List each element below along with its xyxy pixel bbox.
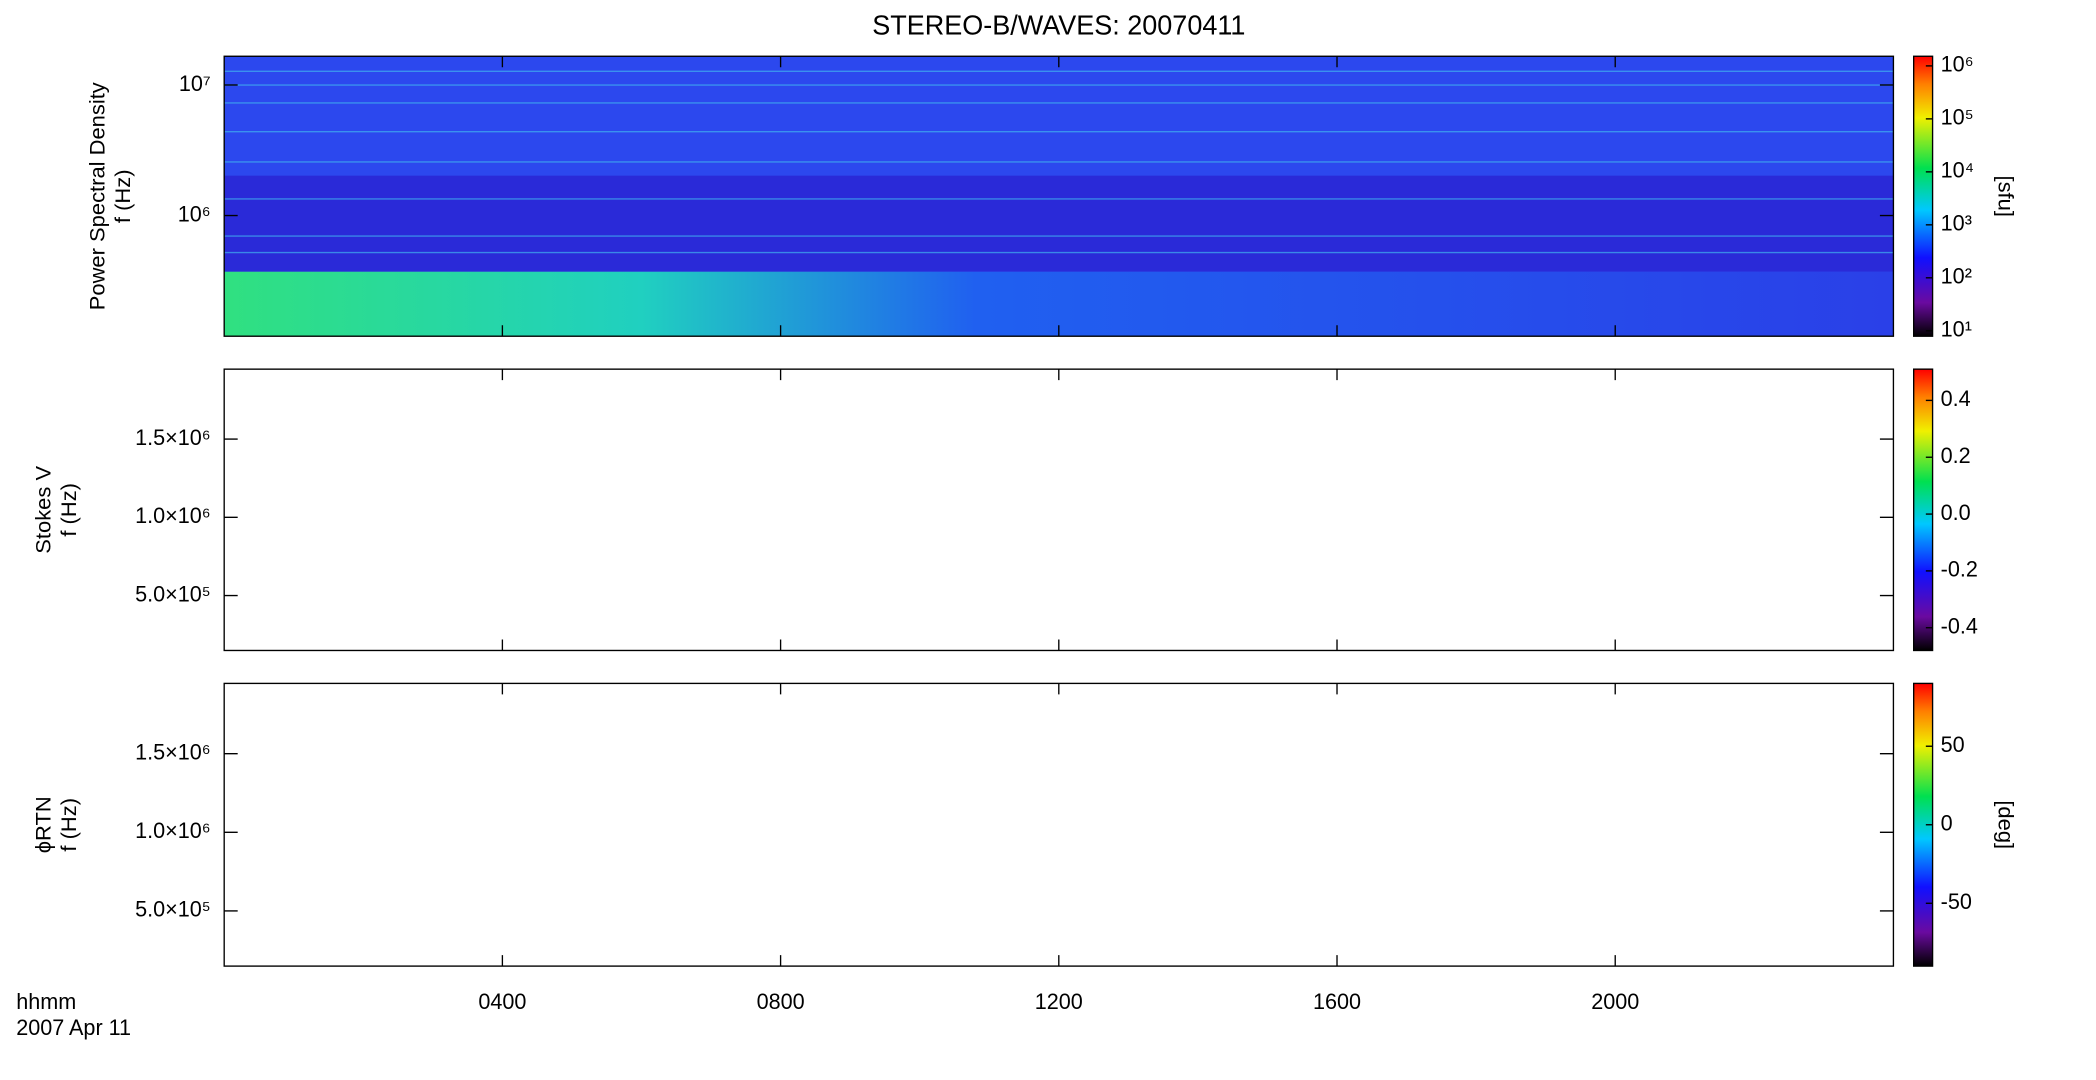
y-tick-label: 1.5×10⁶ [135, 739, 211, 764]
colorbar-tick-label: 50 [1941, 732, 1965, 757]
colorbar-tick-label: 0.0 [1941, 500, 1971, 525]
x-tick-label: 1600 [1313, 989, 1361, 1014]
colorbar-tick-label: 10¹ [1941, 316, 1972, 341]
x-axis-sublabel: 2007 Apr 11 [16, 1015, 131, 1040]
y-tick-label: 5.0×10⁵ [135, 581, 211, 606]
colorbar-tick-label: -50 [1941, 889, 1972, 914]
y-tick-label: 1.0×10⁶ [135, 503, 211, 528]
colorbar-tick-label: 10⁵ [1941, 105, 1974, 130]
colorbar [1913, 55, 1934, 337]
y-axis-label: ϕRTN [30, 796, 55, 853]
y-axis-label: f (Hz) [56, 483, 81, 537]
colorbar-tick-label: -0.4 [1941, 613, 1978, 638]
y-axis-label: Stokes V [30, 465, 55, 553]
y-tick-label: 10⁶ [178, 201, 211, 226]
colorbar [1913, 368, 1934, 652]
spectrogram [224, 56, 1894, 337]
colorbar-label: [sfu] [1994, 176, 2019, 217]
x-axis-label: hhmm [16, 989, 76, 1014]
colorbar-label: [deg] [1994, 800, 2019, 849]
colorbar-tick-label: 10² [1941, 263, 1972, 288]
chart-title: STEREO-B/WAVES: 20070411 [872, 9, 1245, 40]
y-tick-label: 10⁷ [179, 71, 211, 96]
y-axis-label: f (Hz) [110, 169, 135, 223]
x-tick-label: 0400 [478, 989, 526, 1014]
colorbar-tick-label: -0.2 [1941, 557, 1978, 582]
plot-frame [223, 682, 1895, 967]
colorbar-tick-label: 0.2 [1941, 443, 1971, 468]
colorbar-tick-label: 10⁴ [1941, 157, 1974, 182]
x-tick-label: 0800 [757, 989, 805, 1014]
plot-frame [223, 368, 1895, 652]
colorbar-tick-label: 0.4 [1941, 386, 1971, 411]
y-tick-label: 5.0×10⁵ [135, 897, 211, 922]
x-tick-label: 2000 [1591, 989, 1639, 1014]
y-axis-label: Power Spectral Density [84, 82, 109, 310]
y-tick-label: 1.0×10⁶ [135, 818, 211, 843]
colorbar-tick-label: 0 [1941, 810, 1953, 835]
x-tick-label: 1200 [1035, 989, 1083, 1014]
y-axis-label: f (Hz) [56, 798, 81, 852]
spectrogram-band [224, 175, 1894, 272]
y-tick-label: 1.5×10⁶ [135, 425, 211, 450]
colorbar-tick-label: 10³ [1941, 210, 1972, 235]
colorbar-tick-label: 10⁶ [1941, 52, 1974, 77]
spectrogram-lines [224, 70, 1894, 254]
